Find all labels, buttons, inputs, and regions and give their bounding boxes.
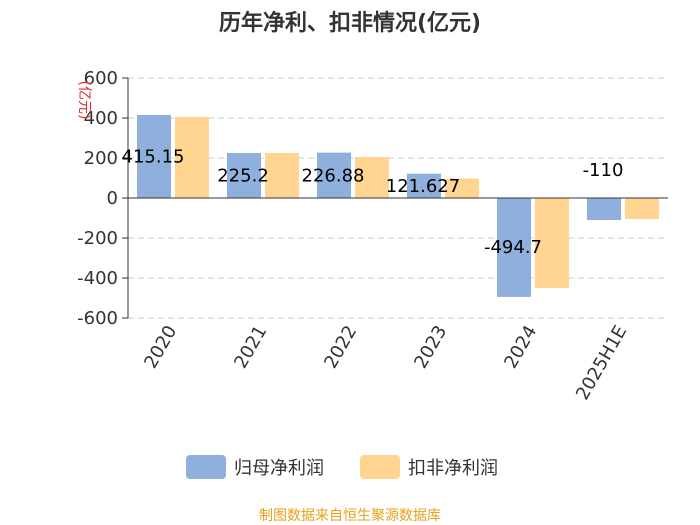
- bar-net-profit-2020: [137, 114, 171, 198]
- bar-net-profit-2025H1E: [587, 198, 621, 220]
- source-note: 制图数据来自恒生聚源数据库: [259, 508, 441, 524]
- legend-label-net-profit: 归母净利润: [234, 458, 324, 479]
- x-tick-label: 2023: [410, 322, 451, 372]
- data-label: -110: [583, 160, 624, 181]
- bar-net-profit-2024: [497, 198, 531, 297]
- bar-deducted-profit-2023: [445, 178, 479, 198]
- y-axis-unit: (亿元): [76, 81, 92, 120]
- chart-title: 历年净利、扣非情况(亿元): [219, 10, 481, 36]
- data-label: 415.15: [122, 146, 185, 167]
- y-tick-label: 400: [84, 108, 118, 129]
- data-label: 226.88: [302, 165, 365, 186]
- x-tick-label: 2022: [320, 322, 361, 372]
- bar-net-profit-2021: [227, 152, 261, 198]
- y-tick-label: -200: [77, 228, 118, 249]
- y-tick-label: -600: [77, 308, 118, 329]
- bar-deducted-profit-2020: [175, 117, 209, 198]
- x-tick-label: 2020: [140, 322, 181, 372]
- x-tick-label: 2025H1E: [572, 322, 631, 404]
- bar-deducted-profit-2025H1E: [625, 198, 659, 219]
- x-tick-label: 2021: [230, 322, 271, 372]
- y-tick-label: 0: [107, 188, 118, 209]
- legend-swatch-deducted-profit: [360, 455, 400, 479]
- data-label: -494.7: [484, 237, 542, 258]
- bar-net-profit-2022: [317, 152, 351, 198]
- x-tick-label: 2024: [500, 322, 541, 372]
- data-label: 225.2: [217, 165, 269, 186]
- bar-deducted-profit-2022: [355, 157, 389, 198]
- data-label: 121.627: [386, 176, 460, 197]
- bar-deducted-profit-2024: [535, 198, 569, 288]
- bar-net-profit-2023: [407, 173, 441, 198]
- y-tick-label: 600: [84, 68, 118, 89]
- legend-label-deducted-profit: 扣非净利润: [408, 458, 498, 479]
- legend-swatch-net-profit: [186, 455, 226, 479]
- y-tick-label: -400: [77, 268, 118, 289]
- y-tick-label: 200: [84, 148, 118, 169]
- bar-deducted-profit-2021: [265, 153, 299, 198]
